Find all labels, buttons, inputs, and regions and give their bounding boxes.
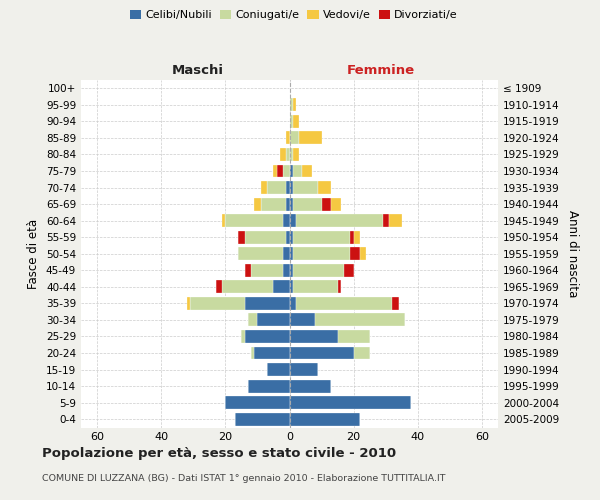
Bar: [290, 346, 353, 360]
Bar: [286, 181, 290, 194]
Bar: [290, 297, 296, 310]
Bar: [190, 297, 245, 310]
Bar: [222, 214, 226, 227]
Bar: [226, 396, 290, 409]
Bar: [353, 346, 370, 360]
Bar: [187, 297, 190, 310]
Bar: [290, 396, 412, 409]
Text: Maschi: Maschi: [172, 64, 224, 78]
Bar: [245, 264, 251, 277]
Bar: [216, 280, 222, 293]
Bar: [290, 214, 296, 227]
Legend: Celibi/Nubili, Coniugati/e, Vedovi/e, Divorziati/e: Celibi/Nubili, Coniugati/e, Vedovi/e, Di…: [126, 6, 462, 25]
Bar: [293, 181, 319, 194]
Bar: [277, 164, 283, 177]
Bar: [238, 248, 283, 260]
Bar: [274, 280, 290, 293]
Bar: [290, 413, 360, 426]
Bar: [293, 164, 302, 177]
Bar: [322, 198, 331, 210]
Bar: [293, 264, 344, 277]
Bar: [226, 214, 283, 227]
Bar: [338, 330, 370, 343]
Bar: [260, 181, 267, 194]
Y-axis label: Fasce di età: Fasce di età: [28, 218, 40, 289]
Bar: [350, 248, 360, 260]
Bar: [290, 115, 293, 128]
Bar: [315, 314, 405, 326]
Bar: [293, 248, 350, 260]
Bar: [267, 363, 290, 376]
Bar: [290, 264, 293, 277]
Bar: [251, 346, 254, 360]
Bar: [286, 132, 290, 144]
Bar: [331, 198, 341, 210]
Bar: [241, 330, 245, 343]
Bar: [293, 280, 338, 293]
Bar: [338, 280, 341, 293]
Bar: [251, 264, 283, 277]
Bar: [283, 214, 290, 227]
Bar: [290, 314, 315, 326]
Bar: [280, 148, 286, 161]
Bar: [290, 148, 293, 161]
Bar: [283, 248, 290, 260]
Bar: [274, 164, 277, 177]
Bar: [290, 181, 293, 194]
Bar: [389, 214, 402, 227]
Bar: [293, 148, 299, 161]
Bar: [392, 297, 398, 310]
Bar: [245, 330, 290, 343]
Text: COMUNE DI LUZZANA (BG) - Dati ISTAT 1° gennaio 2010 - Elaborazione TUTTITALIA.IT: COMUNE DI LUZZANA (BG) - Dati ISTAT 1° g…: [42, 474, 445, 483]
Bar: [290, 280, 293, 293]
Bar: [245, 230, 286, 243]
Bar: [290, 98, 293, 112]
Bar: [296, 297, 392, 310]
Bar: [293, 198, 322, 210]
Bar: [290, 164, 293, 177]
Bar: [353, 230, 360, 243]
Bar: [245, 297, 290, 310]
Bar: [293, 115, 299, 128]
Bar: [254, 346, 290, 360]
Bar: [290, 230, 293, 243]
Bar: [290, 330, 338, 343]
Bar: [286, 148, 290, 161]
Bar: [257, 314, 290, 326]
Bar: [248, 380, 290, 392]
Text: Femmine: Femmine: [347, 64, 415, 78]
Y-axis label: Anni di nascita: Anni di nascita: [566, 210, 579, 298]
Bar: [319, 181, 331, 194]
Bar: [290, 248, 293, 260]
Bar: [290, 363, 319, 376]
Bar: [248, 314, 257, 326]
Bar: [293, 98, 296, 112]
Bar: [283, 264, 290, 277]
Bar: [293, 230, 350, 243]
Bar: [290, 380, 331, 392]
Bar: [344, 264, 353, 277]
Bar: [260, 198, 286, 210]
Bar: [283, 164, 290, 177]
Bar: [383, 214, 389, 227]
Bar: [238, 230, 245, 243]
Bar: [235, 413, 290, 426]
Bar: [286, 230, 290, 243]
Bar: [350, 230, 353, 243]
Bar: [254, 198, 260, 210]
Bar: [296, 214, 383, 227]
Bar: [360, 248, 367, 260]
Bar: [290, 132, 299, 144]
Bar: [290, 198, 293, 210]
Text: Popolazione per età, sesso e stato civile - 2010: Popolazione per età, sesso e stato civil…: [42, 448, 396, 460]
Bar: [286, 198, 290, 210]
Bar: [222, 280, 274, 293]
Bar: [267, 181, 286, 194]
Bar: [302, 164, 312, 177]
Bar: [299, 132, 322, 144]
